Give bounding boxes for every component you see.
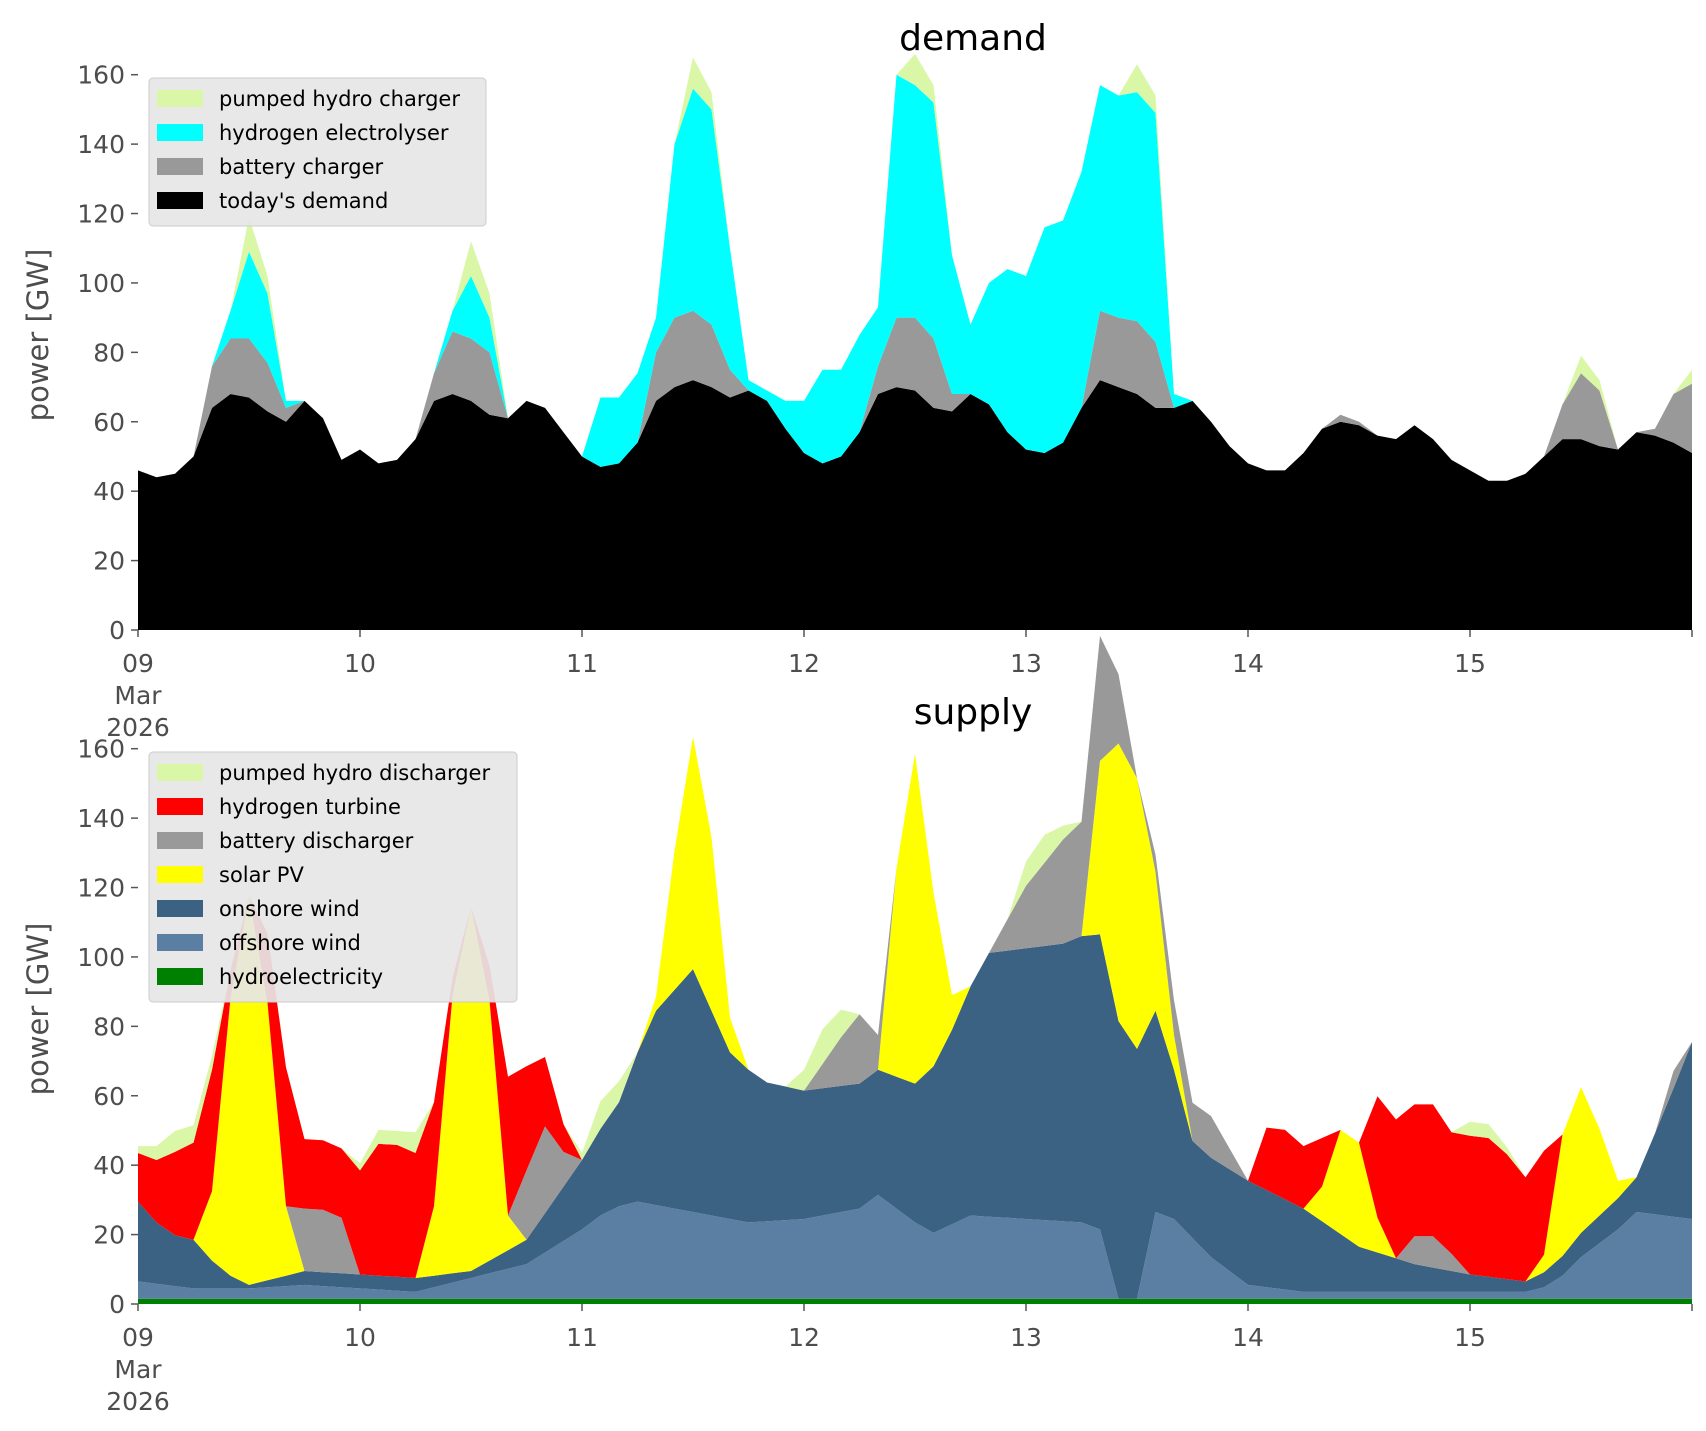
demand-y-tick-label: 100 <box>77 269 125 298</box>
demand-legend-label-pumped-hydro-charger: pumped hydro charger <box>219 87 460 111</box>
supply-legend-swatch-hydroelectricity <box>157 968 203 985</box>
demand-x-tick-label: 15 <box>1454 649 1486 678</box>
demand-area-battery-charger <box>138 310 1692 481</box>
demand-x-tick-label: 11 <box>566 649 598 678</box>
supply-areas <box>138 635 1692 1304</box>
supply-legend-swatch-offshore-wind <box>157 934 203 951</box>
supply-legend-label-hydrogen-turbine: hydrogen turbine <box>219 795 401 819</box>
demand-legend-swatch-hydrogen-electrolyser <box>157 124 203 141</box>
supply-area-offshore-wind <box>138 1194 1692 1299</box>
supply-legend-swatch-battery-discharger <box>157 832 203 849</box>
demand-legend-swatch-today-s-demand <box>157 192 203 209</box>
supply-area-hydrogen-turbine <box>138 635 1692 1282</box>
supply-area-solar-pv <box>138 736 1692 1285</box>
demand-y-tick-label: 120 <box>77 200 125 229</box>
supply-y-tick-label: 160 <box>77 735 125 764</box>
demand-y-axis-label: power [GW] <box>21 249 55 422</box>
demand-x-tick-label: 14 <box>1232 649 1264 678</box>
demand-legend-label-today-s-demand: today's demand <box>219 189 388 213</box>
demand-y-tick-label: 60 <box>93 408 125 437</box>
demand-x-tick-label: 13 <box>1010 649 1042 678</box>
demand-axes: 0 20 40 60 80 100 120 140 160 09 Mar 2026 10 11 12 13 14… <box>77 61 1693 742</box>
demand-legend-label-battery-charger: battery charger <box>219 155 384 179</box>
supply-area-hydroelectricity <box>138 1298 1692 1304</box>
supply-y-tick-label: 100 <box>77 943 125 972</box>
supply-x-tick-label: 10 <box>344 1323 376 1352</box>
supply-legend: pumped hydro discharger hydrogen turbine b… <box>148 751 518 1003</box>
demand-y-tick-label: 0 <box>109 616 125 645</box>
supply-y-tick-label: 40 <box>93 1151 125 1180</box>
supply-legend-label-hydroelectricity: hydroelectricity <box>219 965 383 989</box>
demand-y-tick-label: 160 <box>77 61 125 90</box>
supply-x-tick-label: 12 <box>788 1323 820 1352</box>
demand-panel: demand power [GW] 0204060801001201401600… <box>21 18 1693 742</box>
demand-areas <box>138 53 1692 630</box>
supply-legend-label-onshore-wind: onshore wind <box>219 897 360 921</box>
supply-title: supply <box>914 692 1033 733</box>
supply-y-axis-label: power [GW] <box>21 923 55 1096</box>
supply-y-tick-label: 0 <box>109 1290 125 1319</box>
demand-y-tick-label: 20 <box>93 547 125 576</box>
demand-legend: pumped hydro charger hydrogen electrolyse… <box>148 77 487 227</box>
supply-x-tick-label: 15 <box>1454 1323 1486 1352</box>
demand-y-tick-label: 40 <box>93 477 125 506</box>
supply-legend-swatch-pumped-hydro-discharger <box>157 764 203 781</box>
supply-area-battery-discharger <box>138 635 1692 1282</box>
supply-x-tick-label: 14 <box>1232 1323 1264 1352</box>
demand-x-tick-label: 12 <box>788 649 820 678</box>
demand-legend-swatch-battery-charger <box>157 158 203 175</box>
demand-x-tick-label: 10 <box>344 649 376 678</box>
supply-y-tick-label: 120 <box>77 874 125 903</box>
demand-legend-label-hydrogen-electrolyser: hydrogen electrolyser <box>219 121 449 145</box>
supply-legend-label-offshore-wind: offshore wind <box>219 931 361 955</box>
supply-legend-swatch-hydrogen-turbine <box>157 798 203 815</box>
supply-y-tick-label: 140 <box>77 804 125 833</box>
supply-legend-swatch-solar-pv <box>157 866 203 883</box>
supply-legend-frame <box>148 751 518 1003</box>
demand-x-tick-label: 09 Mar 2026 <box>106 649 170 742</box>
demand-y-tick-label: 80 <box>93 338 125 367</box>
supply-legend-label-solar-pv: solar PV <box>219 863 304 887</box>
supply-x-tick-label: 13 <box>1010 1323 1042 1352</box>
supply-legend-swatch-onshore-wind <box>157 900 203 917</box>
supply-legend-label-battery-discharger: battery discharger <box>219 829 414 853</box>
demand-area-hydrogen-electrolyser <box>138 74 1692 481</box>
supply-area-onshore-wind <box>138 934 1692 1299</box>
demand-title: demand <box>899 18 1047 59</box>
supply-y-tick-label: 60 <box>93 1082 125 1111</box>
demand-legend-frame <box>148 77 487 227</box>
supply-panel: supply power [GW] 0204060801001201401600… <box>21 635 1693 1416</box>
supply-x-tick-label: 11 <box>566 1323 598 1352</box>
supply-legend-label-pumped-hydro-discharger: pumped hydro discharger <box>219 761 490 785</box>
demand-y-tick-label: 140 <box>77 130 125 159</box>
supply-y-tick-label: 20 <box>93 1221 125 1250</box>
supply-y-tick-label: 80 <box>93 1012 125 1041</box>
demand-area-today-s-demand <box>138 380 1692 630</box>
supply-x-tick-label: 09 Mar 2026 <box>106 1323 170 1416</box>
supply-axes: 0 20 40 60 80 100 120 140 160 09 Mar 2026 10 11 12 13 14… <box>77 735 1693 1416</box>
demand-legend-swatch-pumped-hydro-charger <box>157 90 203 107</box>
